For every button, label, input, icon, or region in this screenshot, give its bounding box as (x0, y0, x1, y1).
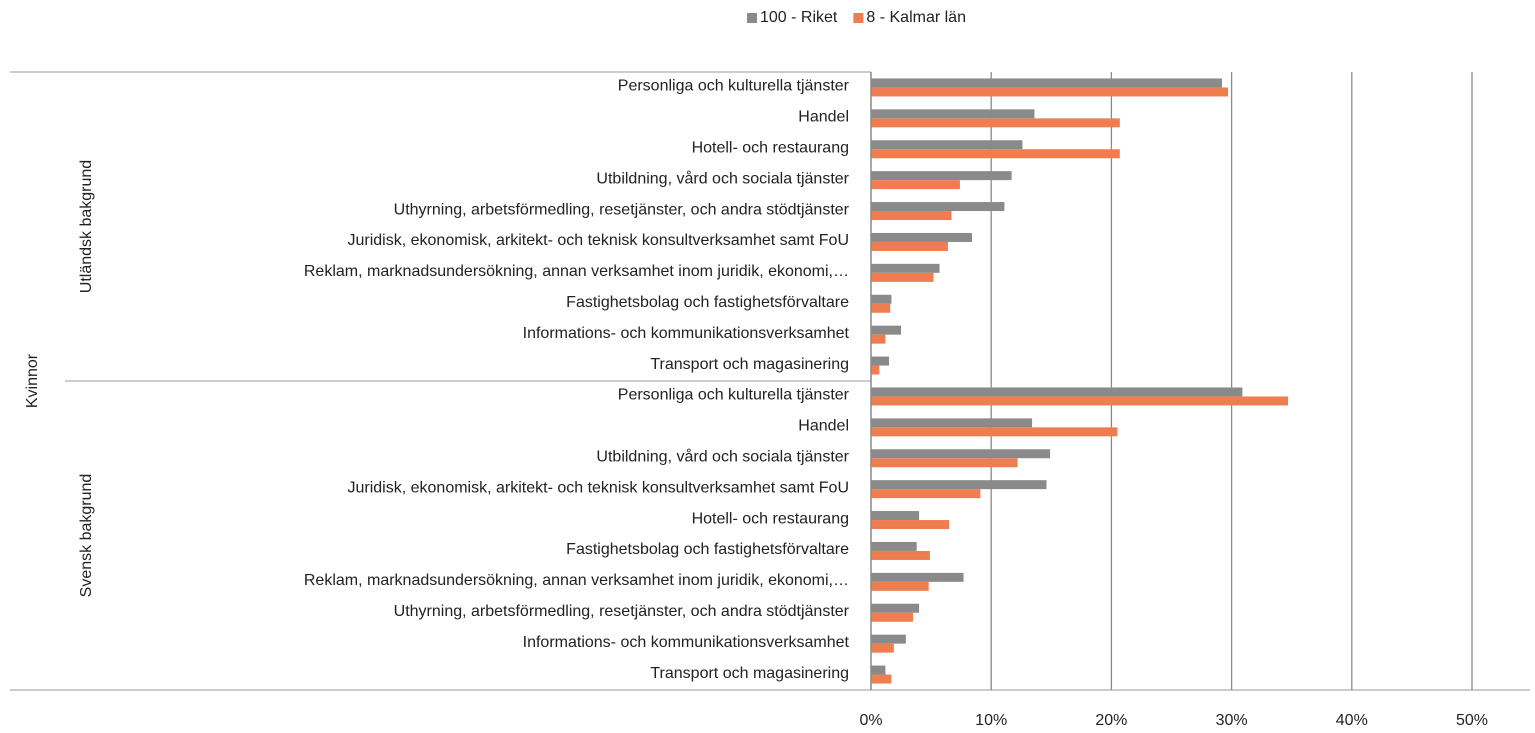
bar (871, 334, 886, 344)
bar (871, 149, 1120, 159)
category-label: Utbildning, vård och sociala tjänster (596, 169, 849, 187)
bar (871, 356, 890, 366)
category-label: Personliga och kulturella tjänster (618, 387, 850, 404)
category-label: Uthyrning, arbetsförmedling, resetjänste… (394, 603, 850, 620)
outer-label: Kvinnor (24, 353, 41, 408)
bar (871, 232, 972, 242)
bar (871, 140, 1023, 150)
bar (871, 180, 960, 190)
x-tick-label: 10% (975, 712, 1007, 729)
category-label: Juridisk, ekonomisk, arkitekt- och tekni… (348, 479, 850, 496)
bar (871, 520, 950, 530)
legend-label: 8 - Kalmar län (866, 9, 966, 26)
bar (871, 396, 1289, 406)
bar (871, 489, 981, 499)
bar (871, 78, 1222, 88)
bar (871, 572, 964, 582)
bar (871, 303, 891, 313)
category-label: Transport och magasinering (650, 356, 849, 373)
bar (871, 365, 880, 375)
bar (871, 458, 1018, 468)
category-label: Personliga och kulturella tjänster (618, 78, 850, 95)
bar (871, 541, 917, 551)
bar (871, 118, 1120, 128)
x-tick-label: 20% (1095, 712, 1127, 729)
category-label: Informations- och kommunikationsverksamh… (523, 325, 850, 342)
legend-swatch (747, 13, 757, 23)
category-label: Hotell- och restaurang (692, 510, 849, 527)
category-label: Hotell- och restaurang (692, 139, 849, 156)
category-label: Handel (798, 109, 849, 126)
x-tick-label: 40% (1336, 712, 1368, 729)
bar (871, 480, 1047, 490)
bar (871, 294, 892, 304)
bar (871, 449, 1051, 459)
group-label: Svensk bakgrund (78, 474, 95, 598)
bar (871, 674, 892, 684)
bar (871, 603, 920, 613)
bar (871, 272, 934, 282)
bar (871, 418, 1033, 428)
group-label: Utländsk bakgrund (78, 160, 95, 293)
bar (871, 171, 1012, 181)
bar (871, 387, 1243, 397)
category-label: Transport och magasinering (650, 665, 849, 682)
bar (871, 241, 948, 251)
bar (871, 202, 1005, 212)
category-label: Fastighetsbolag och fastighetsförvaltare (566, 541, 849, 558)
category-label: Reklam, marknadsundersökning, annan verk… (304, 263, 849, 280)
bar (871, 325, 902, 335)
bar (871, 511, 920, 521)
bar (871, 211, 952, 221)
bar (871, 581, 929, 591)
category-label: Informations- och kommunikationsverksamh… (523, 634, 850, 651)
bar (871, 427, 1118, 437)
x-tick-label: 0% (859, 712, 882, 729)
bar (871, 612, 914, 622)
bar (871, 263, 940, 273)
category-label: Handel (798, 418, 849, 435)
category-label: Juridisk, ekonomisk, arkitekt- och tekni… (348, 232, 850, 249)
bar (871, 634, 906, 644)
bar (871, 550, 930, 560)
bar (871, 87, 1228, 97)
legend-swatch (853, 13, 864, 23)
category-label: Uthyrning, arbetsförmedling, resetjänste… (394, 201, 850, 218)
x-tick-label: 30% (1216, 712, 1248, 729)
bar (871, 665, 886, 675)
x-tick-label: 50% (1456, 712, 1488, 729)
bar (871, 109, 1035, 119)
legend-label: 100 - Riket (760, 9, 838, 26)
category-label: Utbildning, vård och sociala tjänster (596, 447, 849, 465)
category-label: Reklam, marknadsundersökning, annan verk… (304, 572, 849, 589)
bar (871, 643, 894, 653)
category-label: Fastighetsbolag och fastighetsförvaltare (566, 294, 849, 311)
